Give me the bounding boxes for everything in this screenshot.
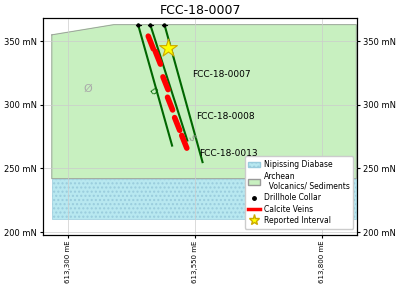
Polygon shape <box>52 25 356 179</box>
Text: FCC-18-0007: FCC-18-0007 <box>192 70 251 79</box>
Point <box>165 45 171 50</box>
Text: D: D <box>147 86 158 97</box>
Text: S: S <box>186 133 196 142</box>
Text: FCC-18-0008: FCC-18-0008 <box>196 112 255 121</box>
Legend: Nipissing Diabase, Archean
  Volcanics/ Sediments, Drillhole Collar, Calcite Vei: Nipissing Diabase, Archean Volcanics/ Se… <box>245 156 354 229</box>
Polygon shape <box>52 179 356 219</box>
Text: FCC-18-0013: FCC-18-0013 <box>199 149 258 158</box>
Text: Ø: Ø <box>83 84 92 94</box>
Title: FCC-18-0007: FCC-18-0007 <box>159 4 241 17</box>
